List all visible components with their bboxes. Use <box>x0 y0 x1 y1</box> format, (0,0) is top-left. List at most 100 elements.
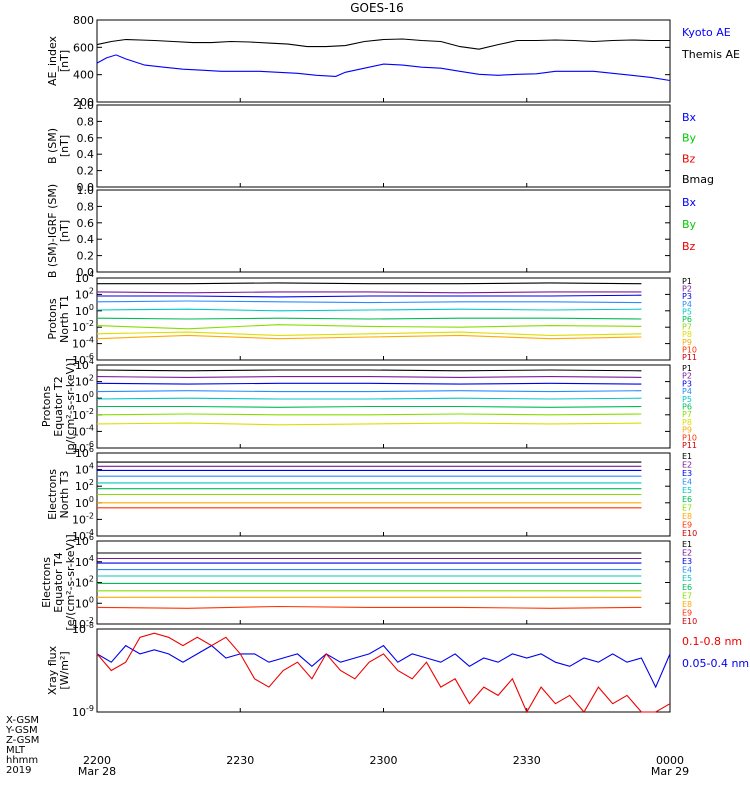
y-tick-label: 1.0 <box>77 184 95 197</box>
panel-frame-bsm <box>96 104 671 188</box>
y-tick-label: 0.2 <box>77 250 95 263</box>
legend-entry: E2 <box>682 549 692 558</box>
legend-entry: 0.05-0.4 nm <box>682 657 749 670</box>
series-line-P7 <box>96 413 642 416</box>
legend-entry: P3 <box>682 292 692 301</box>
coord-label: Z-GSM <box>6 735 39 746</box>
legend-entry: Bz <box>682 152 696 165</box>
y-tick-label: 102 <box>75 374 94 389</box>
series-line-P4 <box>96 300 642 304</box>
y-tick-label: 10-8 <box>72 621 94 636</box>
legend-entry: E4 <box>682 566 692 575</box>
y-tick-label: 100 <box>75 390 94 405</box>
legend-entry: P5 <box>682 395 692 404</box>
legend-entry: P3 <box>682 379 692 388</box>
y-tick-label: 0.0 <box>77 181 95 194</box>
legend-entry: E3 <box>682 557 692 566</box>
plot-title: GOES-16 <box>350 1 404 15</box>
y-tick-label: 100 <box>75 303 94 318</box>
y-tick-label: 10-9 <box>72 704 94 719</box>
legend-entry: E6 <box>682 495 692 504</box>
y-axis-label-line: Equator T4 <box>52 552 65 612</box>
coord-label: X-GSM <box>6 715 39 726</box>
y-axis-label-protons_equator: Protons Equator T2 [p/(cm²-s-sr-keV)] <box>40 358 77 455</box>
legend-entry: P9 <box>682 338 692 347</box>
x-tick-label: 2330 <box>513 754 541 767</box>
legend-entry: P8 <box>682 330 692 339</box>
legend-entry: P7 <box>682 323 692 332</box>
y-tick-label: 102 <box>75 478 94 493</box>
y-tick-label: 0.4 <box>77 233 95 246</box>
legend-entry: P8 <box>682 418 692 427</box>
series-line-E9 <box>96 605 642 609</box>
y-tick-label: 0.6 <box>77 217 95 230</box>
series-line-0.1-0.8-nm <box>96 632 671 714</box>
coord-label: 2019 <box>6 765 31 776</box>
y-tick-label: 400 <box>73 69 94 82</box>
series-line-P6 <box>96 317 642 320</box>
series-line-P6 <box>97 405 642 408</box>
y-axis-label-line: North T1 <box>58 295 71 343</box>
legend-entry: E9 <box>682 520 692 529</box>
y-tick-label: 1.0 <box>77 99 95 112</box>
y-tick-label: 800 <box>73 14 94 27</box>
y-axis-label-electrons_north: Electrons North T3 <box>46 469 71 520</box>
legend-entry: P5 <box>682 307 692 316</box>
coord-label: MLT <box>6 745 26 756</box>
legend-entry: P1 <box>682 364 692 373</box>
y-tick-label: 102 <box>75 575 94 590</box>
y-tick-label: 104 <box>75 357 94 372</box>
legend-entry: P7 <box>682 410 692 419</box>
legend-entry: E4 <box>682 478 692 487</box>
series-line-P4 <box>96 390 642 393</box>
x-tick-label: 2230 <box>226 754 254 767</box>
legend-entry: P1 <box>682 277 692 286</box>
legend-entry: E9 <box>682 608 692 617</box>
y-tick-label: 0.6 <box>77 132 95 145</box>
y-axis-label-line: [nT] <box>58 220 71 242</box>
legend-entry: P10 <box>682 345 697 354</box>
legend-entry: E1 <box>682 540 692 549</box>
series-line-Kyoto-AE <box>96 38 670 50</box>
legend-entry: By <box>682 132 697 145</box>
y-tick-label: 104 <box>75 554 94 569</box>
y-tick-label: 106 <box>75 445 94 460</box>
legend-entry: P11 <box>682 353 697 362</box>
y-tick-label: 0.2 <box>77 165 95 178</box>
series-line-P8 <box>96 422 642 426</box>
y-axis-label-line: Xray flux <box>46 645 59 695</box>
y-tick-label: 10-4 <box>72 336 94 351</box>
legend-entry: 0.1-0.8 nm <box>682 635 742 648</box>
series-line-P2 <box>96 376 642 378</box>
legend-entry: E5 <box>682 574 692 583</box>
legend-entry: E10 <box>682 617 697 626</box>
legend-entry: P6 <box>682 315 692 324</box>
y-axis-label-bsm: B (SM) [nT] <box>46 128 71 164</box>
legend-entry: E10 <box>682 529 697 538</box>
legend-entry: E8 <box>682 600 692 609</box>
y-tick-label: 0.0 <box>77 266 95 279</box>
x-tick-date: Mar 28 <box>78 765 116 778</box>
y-axis-label-line: [e/(cm²-s-sr-keV)] <box>64 534 77 630</box>
legend-entry: P2 <box>682 372 692 381</box>
legend-entry: P2 <box>682 285 692 294</box>
series-line-P2 <box>96 291 642 294</box>
legend-entry: P11 <box>682 441 697 450</box>
series-line-P5 <box>96 308 642 312</box>
y-axis-label-line: B (SM) <box>46 128 59 164</box>
legend-entry: Bx <box>682 111 697 124</box>
y-axis-label-xray: Xray flux [W/m²] <box>46 645 71 695</box>
legend-entry: E8 <box>682 512 692 521</box>
x-tick-date: Mar 29 <box>651 765 689 778</box>
y-tick-label: 10-2 <box>72 511 94 526</box>
legend-entry: P10 <box>682 433 697 442</box>
y-axis-label-electrons_equator: Electrons Equator T4 [e/(cm²-s-sr-keV)] <box>40 534 77 630</box>
y-tick-label: 100 <box>75 595 94 610</box>
legend-entry: Themis AE <box>681 48 740 61</box>
y-axis-label-protons_north: Protons North T1 <box>46 295 71 343</box>
y-tick-label: 104 <box>75 270 94 285</box>
y-axis-label-line: Electrons <box>46 469 59 520</box>
y-axis-label-line: Equator T2 <box>52 376 65 436</box>
y-tick-label: 104 <box>75 462 94 477</box>
